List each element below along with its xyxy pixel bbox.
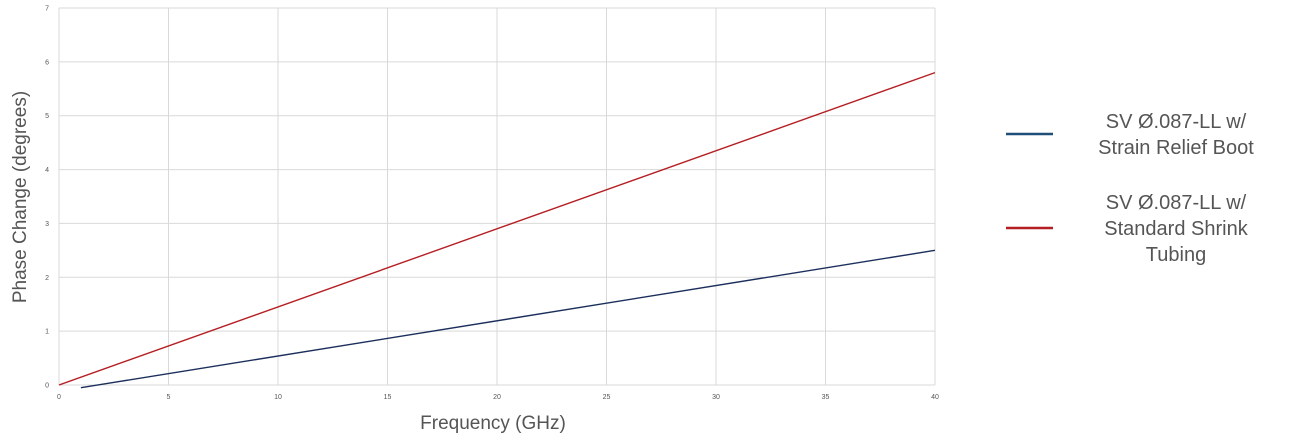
- x-tick-label: 30: [712, 394, 720, 401]
- y-tick-label: 7: [45, 6, 49, 13]
- y-tick-label: 1: [45, 329, 49, 336]
- x-tick-label: 20: [493, 394, 501, 401]
- y-tick-label: 2: [45, 275, 49, 282]
- x-tick-label: 40: [931, 394, 939, 401]
- y-tick-label: 5: [45, 113, 49, 120]
- x-tick-label: 15: [384, 394, 392, 401]
- legend-item-1: SV Ø.087-LL w/Strain Relief Boot: [1006, 111, 1254, 159]
- x-tick-label: 0: [57, 394, 61, 401]
- x-tick-label: 10: [274, 394, 282, 401]
- legend-label-line: SV Ø.087-LL w/: [1106, 111, 1247, 133]
- y-axis-title: Phase Change (degrees): [10, 91, 31, 303]
- y-tick-label: 3: [45, 221, 49, 228]
- x-tick-label: 35: [822, 394, 830, 401]
- y-tick-label: 6: [45, 59, 49, 66]
- legend-label-line: Tubing: [1146, 244, 1206, 266]
- x-tick-label: 25: [603, 394, 611, 401]
- series-line-1: [80, 249, 936, 389]
- legend-label-line: SV Ø.087-LL w/: [1106, 192, 1247, 214]
- legend-label-line: Standard Shrink: [1104, 218, 1248, 240]
- tick-labels: 0 1 2 3 4 5 6 7 0 5 10 15 20 25 30 35 40: [45, 6, 939, 402]
- y-tick-label: 0: [45, 383, 49, 390]
- legend-item-2: SV Ø.087-LL w/Standard Shrink Tubing: [1006, 192, 1249, 266]
- series-line-2: [58, 71, 936, 386]
- x-tick-label: 5: [167, 394, 171, 401]
- x-axis-title: Frequency (GHz): [420, 413, 566, 434]
- series-lines: [58, 71, 936, 389]
- y-tick-label: 4: [45, 167, 49, 174]
- grid: [58, 7, 936, 386]
- legend-label-line: Strain Relief Boot: [1098, 137, 1254, 159]
